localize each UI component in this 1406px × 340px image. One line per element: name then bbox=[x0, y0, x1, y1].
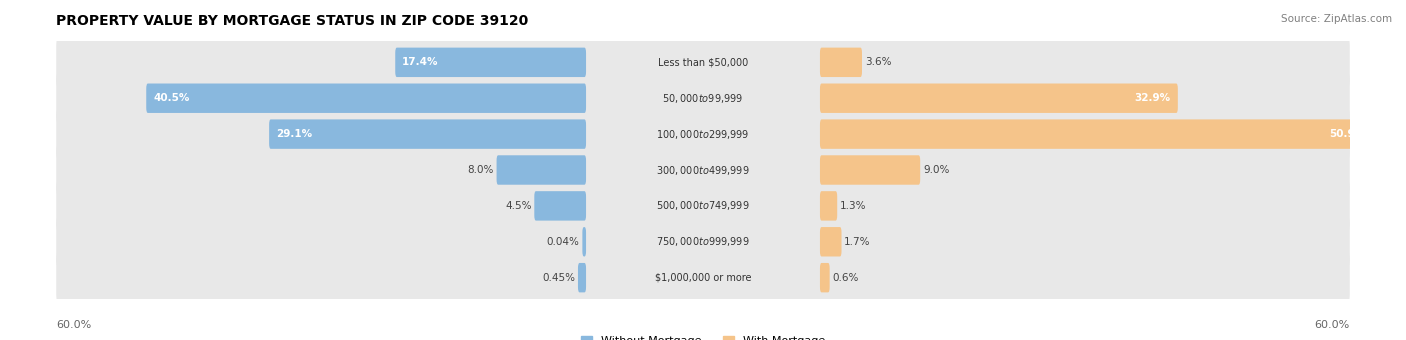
FancyBboxPatch shape bbox=[820, 48, 862, 77]
FancyBboxPatch shape bbox=[820, 155, 920, 185]
FancyBboxPatch shape bbox=[56, 143, 1350, 197]
Text: $500,000 to $749,999: $500,000 to $749,999 bbox=[657, 199, 749, 212]
FancyBboxPatch shape bbox=[496, 155, 586, 185]
Text: Less than $50,000: Less than $50,000 bbox=[658, 57, 748, 67]
FancyBboxPatch shape bbox=[146, 84, 586, 113]
FancyBboxPatch shape bbox=[582, 227, 586, 256]
Text: 8.0%: 8.0% bbox=[468, 165, 494, 175]
Text: 32.9%: 32.9% bbox=[1135, 93, 1171, 103]
FancyBboxPatch shape bbox=[56, 71, 1350, 125]
Text: 9.0%: 9.0% bbox=[922, 165, 949, 175]
FancyBboxPatch shape bbox=[820, 119, 1372, 149]
Text: 3.6%: 3.6% bbox=[865, 57, 891, 67]
Text: 50.9%: 50.9% bbox=[1329, 129, 1365, 139]
FancyBboxPatch shape bbox=[534, 191, 586, 221]
Text: $1,000,000 or more: $1,000,000 or more bbox=[655, 273, 751, 283]
Text: 0.04%: 0.04% bbox=[547, 237, 579, 247]
Text: Source: ZipAtlas.com: Source: ZipAtlas.com bbox=[1281, 14, 1392, 23]
Text: 17.4%: 17.4% bbox=[402, 57, 439, 67]
Text: 4.5%: 4.5% bbox=[505, 201, 531, 211]
Text: $750,000 to $999,999: $750,000 to $999,999 bbox=[657, 235, 749, 248]
Text: 40.5%: 40.5% bbox=[153, 93, 190, 103]
FancyBboxPatch shape bbox=[578, 263, 586, 292]
Text: $300,000 to $499,999: $300,000 to $499,999 bbox=[657, 164, 749, 176]
Legend: Without Mortgage, With Mortgage: Without Mortgage, With Mortgage bbox=[576, 332, 830, 340]
Text: 60.0%: 60.0% bbox=[56, 320, 91, 329]
Text: $100,000 to $299,999: $100,000 to $299,999 bbox=[657, 128, 749, 141]
FancyBboxPatch shape bbox=[820, 227, 842, 256]
Text: 29.1%: 29.1% bbox=[276, 129, 312, 139]
FancyBboxPatch shape bbox=[269, 119, 586, 149]
FancyBboxPatch shape bbox=[56, 107, 1350, 161]
FancyBboxPatch shape bbox=[56, 215, 1350, 269]
FancyBboxPatch shape bbox=[820, 84, 1178, 113]
Text: 0.6%: 0.6% bbox=[832, 273, 859, 283]
FancyBboxPatch shape bbox=[820, 191, 837, 221]
Text: PROPERTY VALUE BY MORTGAGE STATUS IN ZIP CODE 39120: PROPERTY VALUE BY MORTGAGE STATUS IN ZIP… bbox=[56, 14, 529, 28]
Text: 60.0%: 60.0% bbox=[1315, 320, 1350, 329]
Text: $50,000 to $99,999: $50,000 to $99,999 bbox=[662, 92, 744, 105]
FancyBboxPatch shape bbox=[56, 251, 1350, 305]
FancyBboxPatch shape bbox=[56, 179, 1350, 233]
Text: 1.7%: 1.7% bbox=[844, 237, 870, 247]
FancyBboxPatch shape bbox=[820, 263, 830, 292]
Text: 0.45%: 0.45% bbox=[543, 273, 575, 283]
FancyBboxPatch shape bbox=[395, 48, 586, 77]
FancyBboxPatch shape bbox=[56, 35, 1350, 89]
Text: 1.3%: 1.3% bbox=[839, 201, 866, 211]
